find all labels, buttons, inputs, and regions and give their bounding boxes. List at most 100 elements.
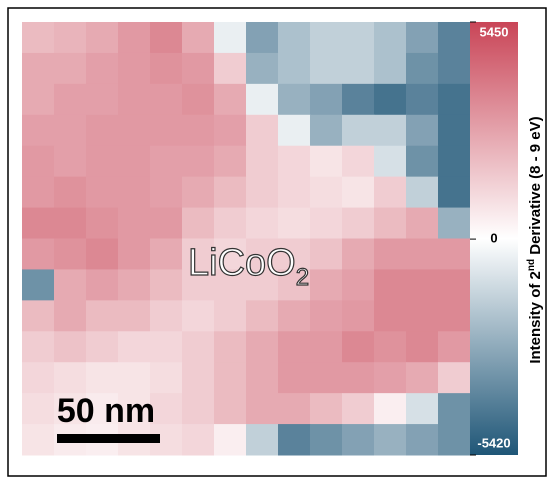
cell [406, 300, 439, 331]
cell [246, 300, 279, 331]
cell [278, 177, 311, 208]
cell [278, 84, 311, 115]
cell [310, 362, 343, 393]
cell [438, 115, 471, 146]
cell [342, 300, 375, 331]
cell [54, 22, 87, 53]
cell [374, 84, 407, 115]
cell [182, 393, 215, 424]
cell [150, 177, 183, 208]
cell [118, 115, 151, 146]
cell [54, 146, 87, 177]
cell [118, 300, 151, 331]
cell [54, 331, 87, 362]
cell [374, 331, 407, 362]
cell [86, 53, 119, 84]
cell [22, 393, 55, 424]
cell [246, 424, 279, 455]
cell [150, 362, 183, 393]
cell [118, 269, 151, 300]
cell [86, 22, 119, 53]
cell [118, 146, 151, 177]
cell [406, 269, 439, 300]
cell [278, 22, 311, 53]
cell [310, 208, 343, 239]
cell [310, 239, 343, 270]
cell [182, 331, 215, 362]
cell [182, 424, 215, 455]
cell [374, 146, 407, 177]
cell [214, 208, 247, 239]
cell [150, 269, 183, 300]
label-text: LiCoO [188, 242, 296, 284]
cell [118, 53, 151, 84]
cell [310, 115, 343, 146]
cell [150, 53, 183, 84]
cell [214, 177, 247, 208]
cell [278, 208, 311, 239]
cell [310, 269, 343, 300]
cell [150, 239, 183, 270]
cell [278, 53, 311, 84]
cell [54, 115, 87, 146]
cell [22, 177, 55, 208]
colorbar-tick-label: 5450 [480, 24, 509, 39]
cell [150, 208, 183, 239]
cell [246, 208, 279, 239]
cell [118, 22, 151, 53]
cell [246, 362, 279, 393]
scale-bar [57, 434, 160, 443]
cell [118, 331, 151, 362]
cell [86, 300, 119, 331]
cell [54, 300, 87, 331]
cell [406, 331, 439, 362]
cell [278, 331, 311, 362]
cell [438, 300, 471, 331]
cell [86, 269, 119, 300]
cell [438, 177, 471, 208]
cell [22, 424, 55, 455]
cell [310, 22, 343, 53]
cell [374, 177, 407, 208]
cell [278, 300, 311, 331]
colorbar-tick-label: 0 [490, 231, 497, 246]
cell [342, 269, 375, 300]
cell [54, 177, 87, 208]
cell [342, 22, 375, 53]
cell [374, 208, 407, 239]
cell [278, 362, 311, 393]
cell [214, 22, 247, 53]
cell [406, 115, 439, 146]
cell [438, 53, 471, 84]
cell [182, 146, 215, 177]
cell [374, 300, 407, 331]
cell [342, 424, 375, 455]
cell [214, 146, 247, 177]
cell [118, 239, 151, 270]
cell [374, 53, 407, 84]
cell [22, 146, 55, 177]
cell [342, 115, 375, 146]
cell [22, 208, 55, 239]
cell [182, 208, 215, 239]
cell [214, 300, 247, 331]
cell [438, 331, 471, 362]
cell [278, 146, 311, 177]
cell [310, 84, 343, 115]
scale-bar-label: 50 nm [57, 392, 155, 430]
cell [214, 393, 247, 424]
cell [246, 53, 279, 84]
cell [278, 393, 311, 424]
label-subscript: 2 [296, 264, 309, 291]
cell [374, 239, 407, 270]
cell [150, 115, 183, 146]
cell [54, 239, 87, 270]
cell [150, 300, 183, 331]
colorbar-label-sup: nd [526, 259, 537, 271]
cell [310, 331, 343, 362]
cell [150, 331, 183, 362]
cell [86, 177, 119, 208]
cell [342, 177, 375, 208]
cell [438, 393, 471, 424]
cell [374, 362, 407, 393]
